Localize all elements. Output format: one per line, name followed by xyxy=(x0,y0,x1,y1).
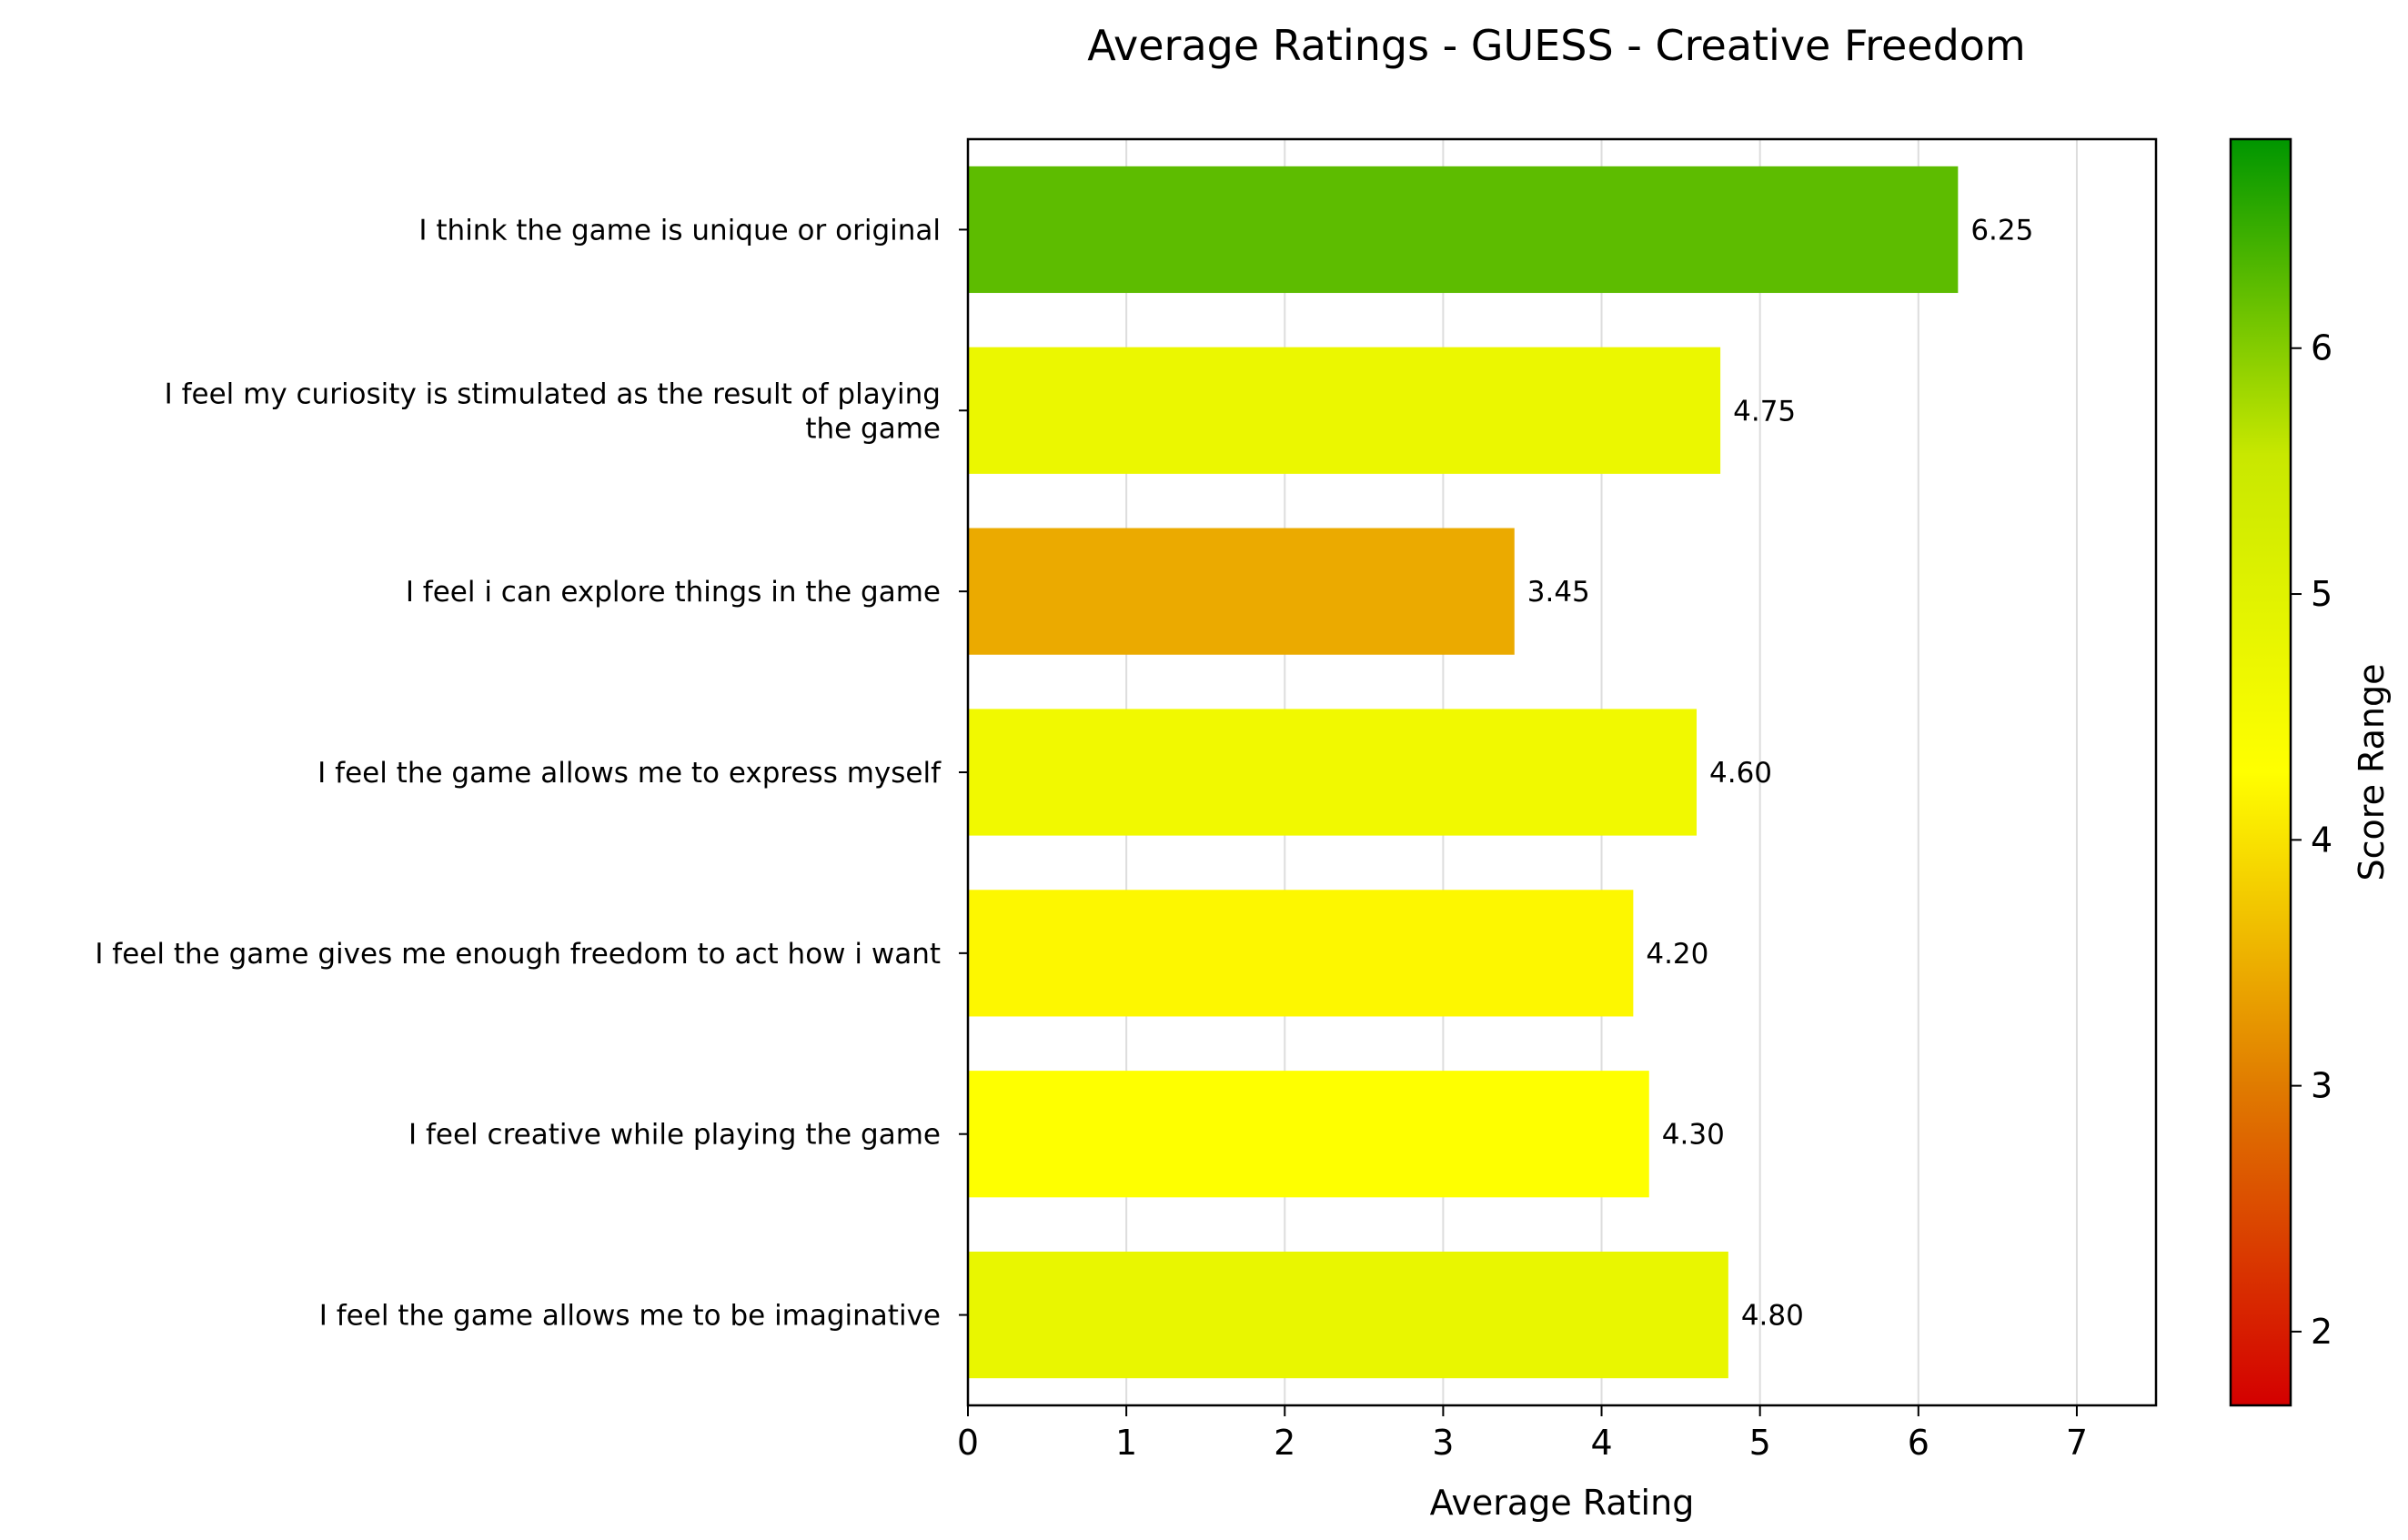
bar xyxy=(968,347,1721,474)
x-tick-label: 4 xyxy=(1590,1423,1612,1463)
category-labels: I think the game is unique or original I … xyxy=(95,214,968,1333)
bar xyxy=(968,166,1959,294)
bar-value-label: 6.25 xyxy=(1970,214,2033,247)
x-tick-label: 7 xyxy=(2066,1423,2088,1463)
category-label: the game xyxy=(805,412,941,445)
bar-value-label: 4.80 xyxy=(1741,1300,1804,1333)
category-label: I feel the game gives me enough freedom … xyxy=(95,938,941,971)
colorbar: 2 3 4 5 6 Score Range xyxy=(2229,137,2392,1407)
bars xyxy=(968,166,1959,1379)
colorbar-ticks: 2 3 4 5 6 xyxy=(2291,328,2332,1352)
colorbar-tick-label: 6 xyxy=(2311,328,2332,368)
category-label: I feel i can explore things in the game xyxy=(406,576,941,609)
colorbar-tick-label: 4 xyxy=(2311,820,2332,860)
plot-frame xyxy=(966,137,2158,1407)
category-label: I think the game is unique or original xyxy=(418,214,941,247)
colorbar-label: Score Range xyxy=(2352,664,2392,881)
bar xyxy=(968,709,1698,836)
x-tick-label: 0 xyxy=(957,1423,979,1463)
bar-value-label: 4.60 xyxy=(1709,757,1772,790)
colorbar-tick-label: 2 xyxy=(2311,1312,2332,1352)
bar-value-label: 4.30 xyxy=(1662,1119,1725,1152)
x-tick-label: 5 xyxy=(1749,1423,1771,1463)
x-tick-label: 6 xyxy=(1908,1423,1929,1463)
value-labels: 6.25 4.75 3.45 4.60 4.20 4.30 4.80 xyxy=(1527,214,2034,1332)
x-tick-label: 3 xyxy=(1432,1423,1454,1463)
chart-title: Average Ratings - GUESS - Creative Freed… xyxy=(1087,21,2026,70)
x-axis-label: Average Rating xyxy=(1430,1483,1695,1523)
bar-value-label: 4.20 xyxy=(1646,938,1708,971)
bar-value-label: 3.45 xyxy=(1527,576,1590,609)
category-label: I feel my curiosity is stimulated as the… xyxy=(165,377,941,410)
x-tick-label: 1 xyxy=(1115,1423,1137,1463)
colorbar-tick-label: 3 xyxy=(2311,1066,2332,1106)
category-label: I feel the game allows me to be imaginat… xyxy=(319,1300,941,1333)
category-label: I feel creative while playing the game xyxy=(408,1119,941,1152)
colorbar-gradient xyxy=(2229,137,2292,1407)
colorbar-tick-label: 5 xyxy=(2311,574,2332,614)
category-label: I feel the game allows me to express mys… xyxy=(317,757,942,790)
bar-value-label: 4.75 xyxy=(1733,395,1796,428)
bar xyxy=(968,1071,1649,1198)
x-tick-label: 2 xyxy=(1274,1423,1295,1463)
bar xyxy=(968,528,1515,655)
x-axis-ticks: 0 1 2 3 4 5 6 7 xyxy=(957,1405,2088,1463)
bar xyxy=(968,1251,1728,1379)
bar xyxy=(968,890,1634,1017)
